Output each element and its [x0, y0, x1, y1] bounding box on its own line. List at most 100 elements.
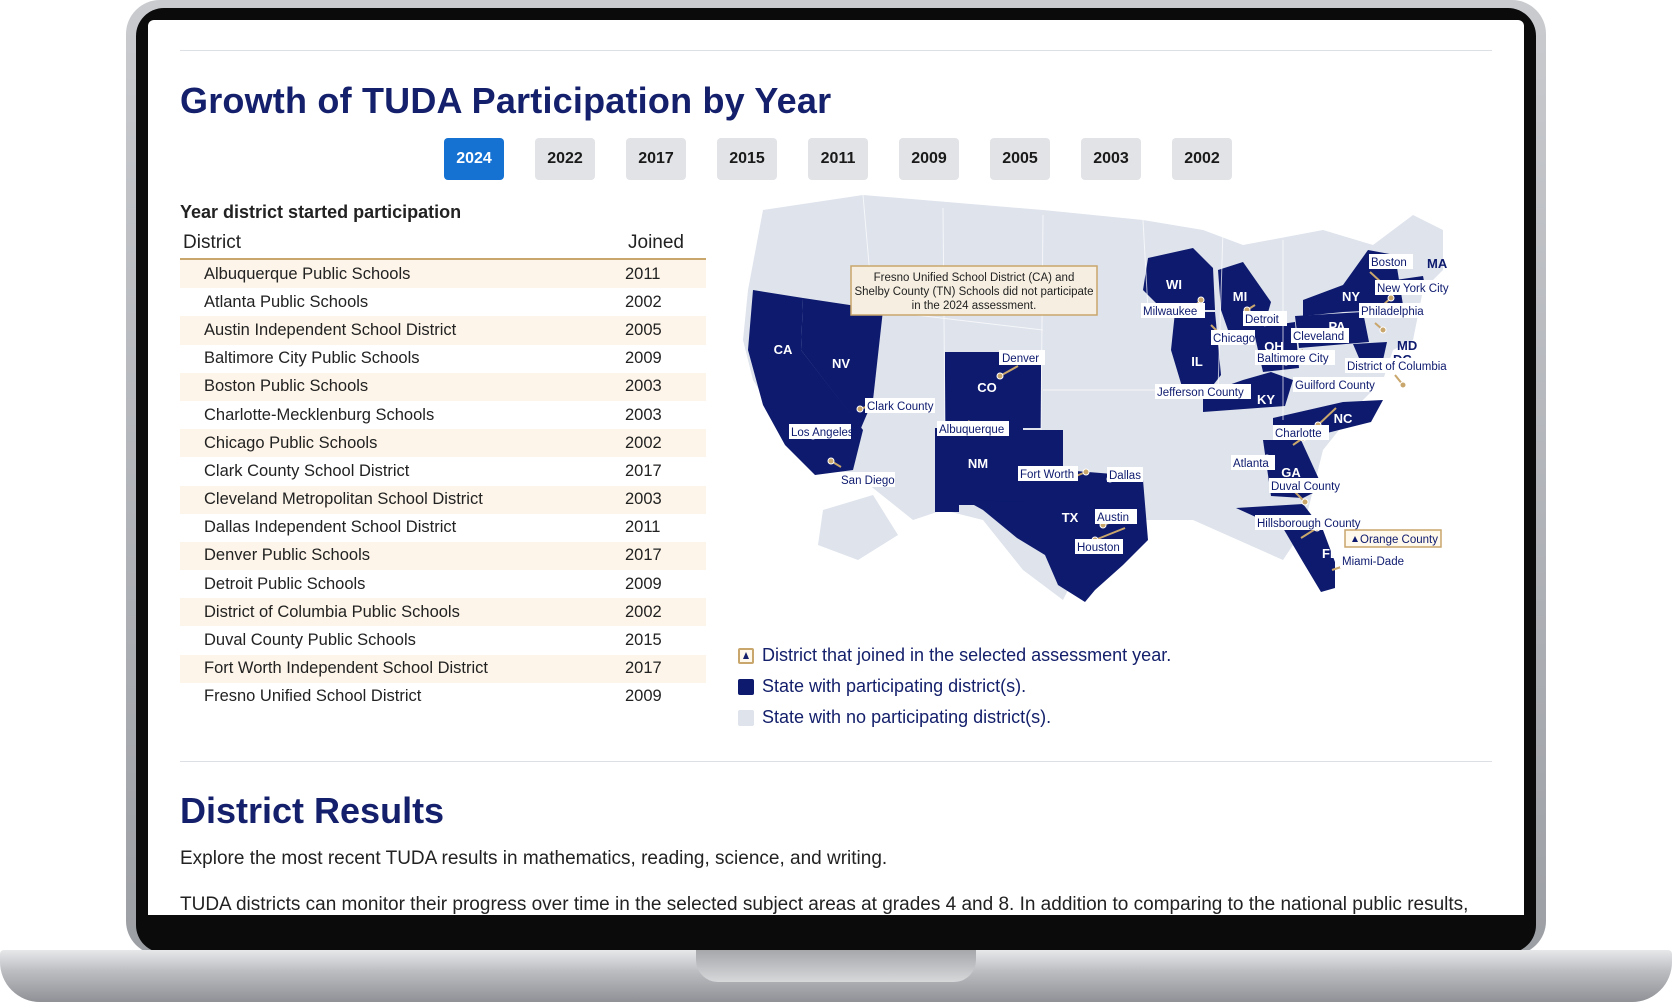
legend-item-none: State with no participating district(s). [738, 702, 1171, 733]
map-legend: District that joined in the selected ass… [738, 640, 1171, 733]
joined-year: 2017 [625, 461, 662, 480]
state-label-GA: GA [1281, 465, 1301, 480]
city-label: Los Angeles [791, 427, 854, 439]
year-button-2022[interactable]: 2022 [535, 138, 595, 180]
table-row: Duval County Public Schools 2015 [180, 626, 706, 654]
state-label-IL: IL [1191, 354, 1203, 369]
screen: Growth of TUDA Participation by Year 202… [148, 20, 1524, 915]
laptop-notch [696, 950, 976, 982]
results-title: District Results [180, 790, 445, 831]
joined-year: 2003 [625, 405, 662, 424]
joined-year: 2009 [625, 687, 662, 706]
year-selector: 2024 2022 2017 2015 2011 2009 2005 2003 … [444, 138, 1232, 180]
city-label: Milwaukee [1143, 306, 1197, 318]
district-name: Cleveland Metropolitan School District [204, 490, 483, 509]
state-CO [945, 352, 1041, 428]
table-row: Detroit Public Schools 2009 [180, 570, 706, 598]
legend-label: State with no participating district(s). [762, 707, 1052, 727]
city-label: Albuquerque [939, 424, 1004, 436]
city-label: Jefferson County [1157, 387, 1244, 399]
district-name: Duval County Public Schools [204, 631, 416, 650]
city-label: Atlanta [1233, 458, 1269, 470]
city-label: Fort Worth [1020, 469, 1074, 481]
results-paragraph: TUDA districts can monitor their progres… [180, 894, 1469, 915]
column-header-joined: Joined [628, 232, 684, 253]
joined-year: 2002 [625, 602, 662, 621]
note-text: Fresno Unified School District (CA) and [874, 272, 1075, 284]
city-label: Guilford County [1295, 380, 1375, 392]
district-name: Atlanta Public Schools [204, 292, 369, 311]
year-button-2003[interactable]: 2003 [1081, 138, 1141, 180]
city-label: Charlotte [1275, 428, 1322, 440]
year-button-2017[interactable]: 2017 [626, 138, 686, 180]
city-label: New York City [1377, 283, 1449, 295]
year-button-2009[interactable]: 2009 [899, 138, 959, 180]
us-map: Fresno Unified School District (CA) and … [743, 194, 1459, 602]
city-label: Chicago [1213, 333, 1255, 345]
state-label-TX: TX [1062, 510, 1079, 525]
city-label: Dallas [1109, 470, 1141, 482]
note-box [850, 265, 1098, 316]
joined-year: 2011 [625, 518, 661, 537]
table-row: Boston Public Schools 2003 [180, 372, 706, 401]
state-label-MA: MA [1427, 256, 1448, 271]
district-name: Austin Independent School District [204, 320, 457, 339]
city-label: Clark County [867, 401, 934, 413]
alaska-shape [818, 495, 898, 560]
legend-item-participating: State with participating district(s). [738, 671, 1171, 702]
divider [180, 50, 1492, 51]
joined-year: 2003 [625, 377, 662, 396]
table-row: Austin Independent School District 2005 [180, 316, 706, 345]
joined-triangle-icon [738, 647, 754, 664]
year-button-2002[interactable]: 2002 [1172, 138, 1232, 180]
joined-year: 2017 [625, 659, 662, 678]
state-label-WI: WI [1166, 277, 1182, 292]
joined-year: 2009 [625, 349, 662, 368]
state-label-CA: CA [774, 342, 793, 357]
table-row: District of Columbia Public Schools 2002 [180, 598, 706, 627]
state-MD [1353, 342, 1387, 360]
district-name: District of Columbia Public Schools [204, 602, 460, 621]
table-row: Chicago Public Schools 2002 [180, 429, 706, 458]
table-row: Albuquerque Public Schools 2011 [180, 260, 706, 289]
joined-year: 2009 [625, 574, 662, 593]
district-table: District Joined Albuquerque Public Schoo… [180, 232, 706, 711]
city-label: Miami-Dade [1342, 556, 1404, 568]
table-row: Dallas Independent School District 2011 [180, 514, 706, 542]
city-label: Cleveland [1293, 331, 1344, 343]
state-label-NC: NC [1334, 411, 1353, 426]
table-row: Clark County School District 2017 [180, 457, 706, 485]
table-row: Charlotte-Mecklenburg Schools 2003 [180, 401, 706, 429]
city-label: San Diego [841, 475, 895, 487]
none-swatch-icon [738, 709, 754, 726]
table-row: Atlanta Public Schools 2002 [180, 288, 706, 316]
note-text: Shelby County (TN) Schools did not parti… [854, 286, 1093, 298]
joined-year: 2017 [625, 546, 662, 565]
year-button-2005[interactable]: 2005 [990, 138, 1050, 180]
state-label-NV: NV [832, 356, 850, 371]
district-name: Denver Public Schools [204, 546, 370, 565]
joined-year: 2002 [625, 292, 662, 311]
district-name: Dallas Independent School District [204, 518, 457, 537]
table-header: District Joined [180, 232, 706, 260]
year-button-2015[interactable]: 2015 [717, 138, 777, 180]
city-label: Houston [1077, 542, 1120, 554]
state-label-MD: MD [1397, 338, 1417, 353]
state-NV [801, 298, 883, 428]
state-label-MI: MI [1233, 289, 1247, 304]
state-TX [965, 430, 1148, 602]
year-button-2011[interactable]: 2011 [808, 138, 868, 180]
joined-year: 2011 [625, 264, 661, 283]
legend-label: State with participating district(s). [762, 676, 1027, 696]
city-label: Denver [1002, 353, 1039, 365]
district-name: Detroit Public Schools [204, 574, 366, 593]
state-NM [935, 428, 1023, 512]
table-row: Fresno Unified School District 2009 [180, 683, 706, 711]
district-name: Chicago Public Schools [204, 433, 378, 452]
table-row: Cleveland Metropolitan School District 20… [180, 485, 706, 514]
table-row: Fort Worth Independent School District 20… [180, 654, 706, 683]
table-row: Denver Public Schools 2017 [180, 541, 706, 571]
year-button-2024[interactable]: 2024 [444, 138, 504, 180]
city-label: Detroit [1245, 314, 1280, 326]
city-label: Baltimore City [1257, 353, 1329, 365]
